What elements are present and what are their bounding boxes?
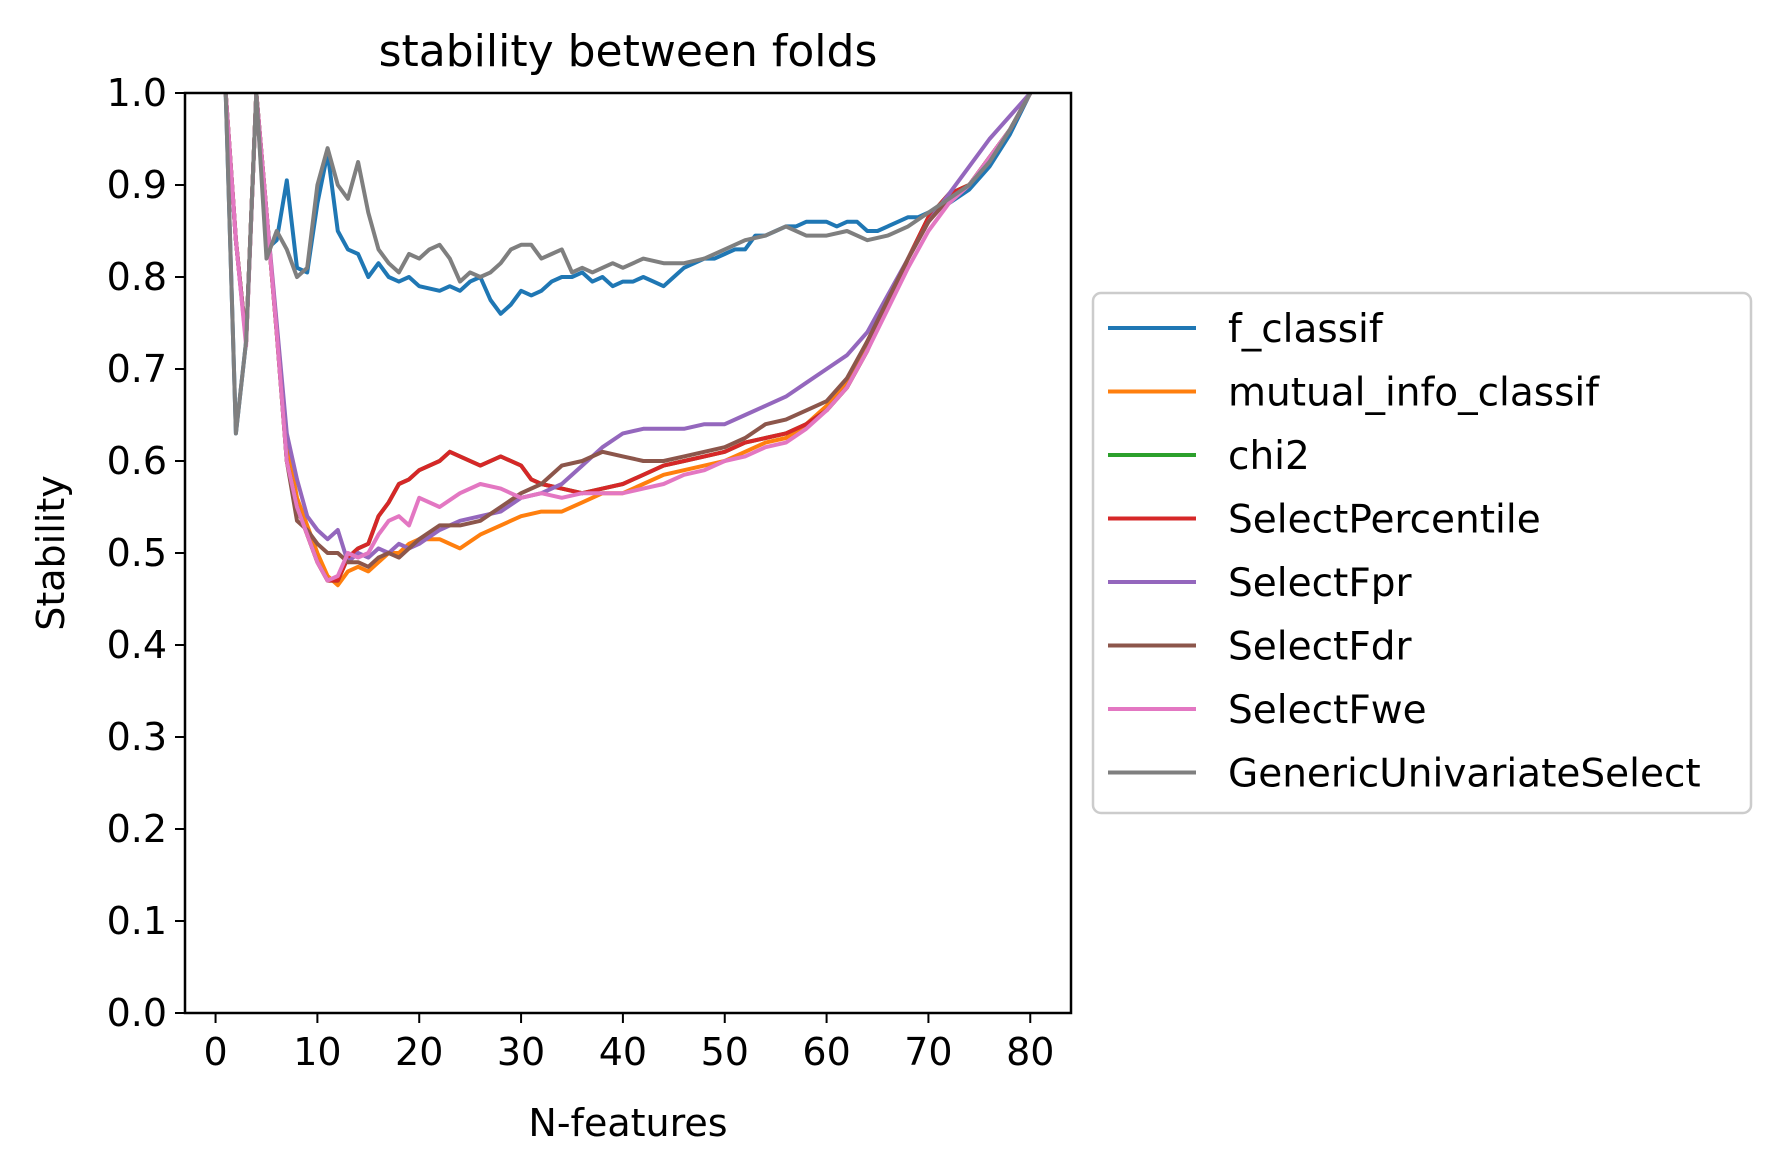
x-tick-label: 70 bbox=[904, 1030, 952, 1074]
chart-title: stability between folds bbox=[379, 26, 878, 77]
y-tick-label: 0.7 bbox=[107, 347, 167, 391]
x-tick-label: 10 bbox=[293, 1030, 341, 1074]
x-tick-label: 60 bbox=[802, 1030, 850, 1074]
x-axis: 0 10 20 30 40 50 60 70 80 bbox=[203, 1013, 1054, 1074]
x-tick-label: 30 bbox=[497, 1030, 545, 1074]
legend-label: SelectPercentile bbox=[1228, 498, 1541, 543]
x-tick-label: 80 bbox=[1006, 1030, 1054, 1074]
y-axis: 0.0 0.1 0.2 0.3 0.4 0.5 0.6 0.7 0.8 0.9 1.0 bbox=[107, 71, 185, 1035]
x-tick-label: 40 bbox=[599, 1030, 647, 1074]
series-line-5 bbox=[223, 93, 1033, 569]
series-line-6 bbox=[223, 93, 1033, 583]
y-tick-label: 0.1 bbox=[107, 899, 167, 943]
y-tick-label: 0.9 bbox=[107, 163, 167, 207]
series-line-3 bbox=[223, 93, 1033, 583]
legend-label: mutual_info_classif bbox=[1228, 371, 1600, 416]
x-tick-label: 50 bbox=[701, 1030, 749, 1074]
y-tick-label: 0.3 bbox=[107, 715, 167, 759]
series-line-7 bbox=[223, 93, 1033, 436]
x-tick-label: 20 bbox=[395, 1030, 443, 1074]
legend-frame bbox=[1091, 291, 1753, 815]
legend-label: chi2 bbox=[1228, 434, 1310, 479]
y-tick-label: 1.0 bbox=[107, 71, 167, 115]
legend-label: f_classif bbox=[1228, 307, 1384, 352]
y-tick-label: 0.8 bbox=[107, 255, 167, 299]
series-line-0 bbox=[223, 93, 1033, 436]
y-tick-label: 0.0 bbox=[107, 991, 167, 1035]
series-line-1 bbox=[223, 93, 1033, 588]
legend-label: SelectFwe bbox=[1228, 688, 1427, 733]
legend-label: SelectFpr bbox=[1228, 561, 1413, 606]
y-tick-label: 0.2 bbox=[107, 807, 167, 851]
legend-label: SelectFdr bbox=[1228, 625, 1413, 670]
y-tick-label: 0.6 bbox=[107, 439, 167, 483]
series-line-2 bbox=[223, 93, 1033, 583]
legend-label: GenericUnivariateSelect bbox=[1228, 752, 1701, 797]
y-tick-label: 0.4 bbox=[107, 623, 167, 667]
y-tick-label: 0.5 bbox=[107, 531, 167, 575]
x-axis-label: N-features bbox=[528, 1101, 727, 1145]
series-layer bbox=[223, 93, 1033, 588]
x-tick-label: 0 bbox=[203, 1030, 227, 1074]
y-axis-label: Stability bbox=[29, 475, 73, 631]
legend: f_classif mutual_info_classif chi2 SelectPe… bbox=[1091, 291, 1753, 815]
